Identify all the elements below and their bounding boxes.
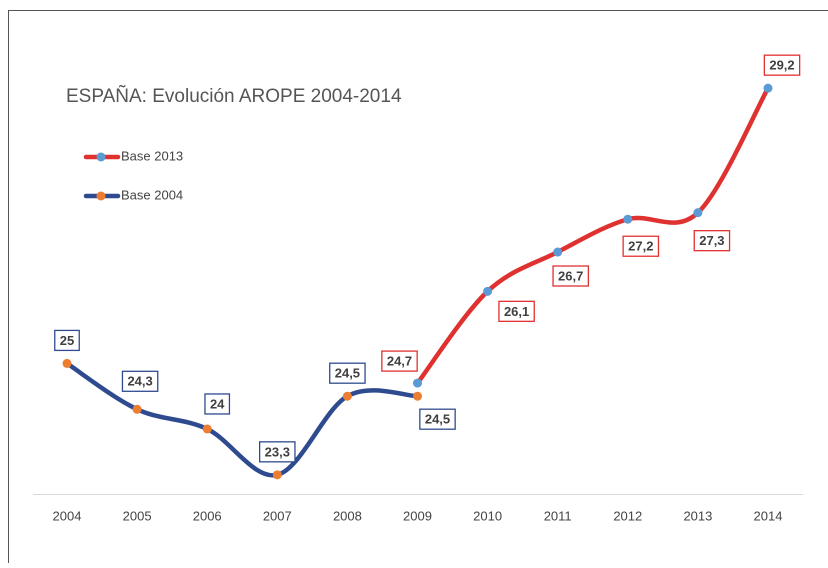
data-label: 24,5 [335,366,360,381]
legend-label: Base 2013 [121,148,183,163]
data-label: 23,3 [265,444,290,459]
data-label: 24 [210,396,225,411]
legend-label: Base 2004 [121,187,183,202]
data-point [133,405,142,414]
legend-marker [97,153,106,162]
data-point [483,287,492,296]
data-label: 29,2 [769,58,794,73]
data-point [693,208,702,217]
data-label: 24,3 [127,374,152,389]
x-tick-label: 2011 [544,508,572,523]
x-tick-label: 2004 [53,508,82,523]
x-tick-label: 2009 [403,508,432,523]
x-tick-label: 2014 [754,508,783,523]
data-label: 24,7 [387,354,412,369]
data-point [203,424,212,433]
x-tick-label: 2010 [473,508,502,523]
data-label: 25 [60,333,74,348]
data-point [764,84,773,93]
data-label: 27,3 [699,233,724,248]
data-label: 24,5 [425,412,450,427]
chart-title: ESPAÑA: Evolución AROPE 2004-2014 [66,85,402,107]
data-point [413,379,422,388]
x-tick-label: 2013 [683,508,712,523]
data-point [413,392,422,401]
data-label: 26,1 [504,304,529,319]
data-label: 26,7 [558,268,583,283]
x-tick-label: 2008 [333,508,362,523]
x-tick-label: 2005 [123,508,152,523]
x-tick-label: 2007 [263,508,292,523]
data-point [343,392,352,401]
data-point [273,470,282,479]
data-point [553,248,562,257]
data-point [63,359,72,368]
x-tick-label: 2006 [193,508,222,523]
data-point [623,215,632,224]
legend-marker [97,192,106,201]
data-label: 27,2 [628,239,653,254]
x-tick-label: 2012 [613,508,642,523]
